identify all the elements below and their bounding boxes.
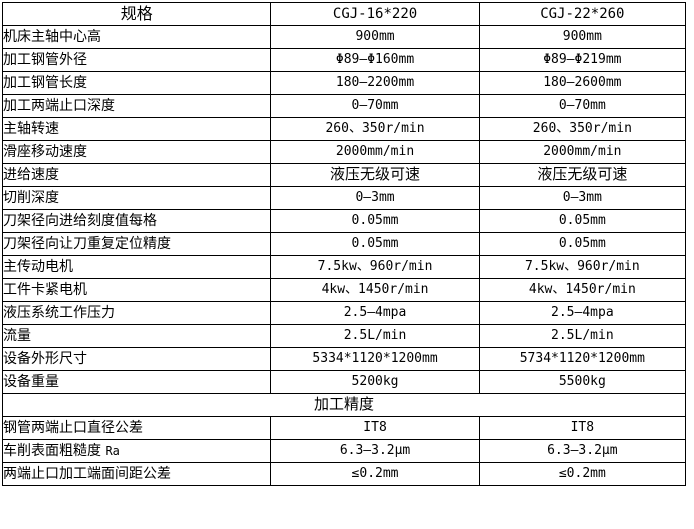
table-row: 切削深度 0—3mm 0—3mm (1, 186, 687, 210)
row-label-text: 钢管两端止口直径公差 (3, 419, 143, 436)
row-value-b: 0.05mm (478, 209, 687, 233)
row-label: 加工钢管长度 (1, 71, 272, 95)
section-header-row: 加工精度 (2, 393, 686, 417)
row-value-b: IT8 (478, 416, 687, 440)
row-label: 主传动电机 (1, 255, 272, 279)
row-label-suffix: Ra (105, 443, 120, 458)
header-model-b: CGJ-22*260 (478, 2, 687, 26)
table-row: 刀架径向进给刻度值每格 0.05mm 0.05mm (1, 209, 687, 233)
row-value-b: ≤0.2mm (478, 462, 687, 486)
row-label: 设备重量 (1, 370, 272, 394)
row-label: 刀架径向让刀重复定位精度 (1, 232, 272, 256)
table-body: 规格 CGJ-16*220 CGJ-22*260 机床主轴中心高 900mm 900… (1, 2, 687, 486)
row-value-a: 5200kg (270, 370, 480, 394)
row-value-a: 2.5L/min (270, 324, 480, 348)
row-label: 切削深度 (1, 186, 272, 210)
row-value-a: 6.3—3.2μm (270, 439, 480, 463)
row-value-a: 900mm (270, 25, 480, 49)
row-value-a: 0—3mm (270, 186, 480, 210)
row-value-a: 0.05mm (270, 209, 480, 233)
specification-table: 规格 CGJ-16*220 CGJ-22*260 机床主轴中心高 900mm 900… (1, 2, 687, 486)
row-value-b: 2000mm/min (478, 140, 687, 164)
row-value-b: 6.3—3.2μm (478, 439, 687, 463)
row-label: 工件卡紧电机 (1, 278, 272, 302)
row-label: 液压系统工作压力 (1, 301, 272, 325)
row-value-b: 5734*1120*1200mm (478, 347, 687, 371)
table-row: 进给速度 液压无级可速 液压无级可速 (1, 163, 687, 187)
section-title: 加工精度 (2, 393, 686, 417)
row-label: 两端止口加工端面间距公差 (1, 462, 272, 486)
row-label: 滑座移动速度 (1, 140, 272, 164)
row-value-b: 0—3mm (478, 186, 687, 210)
row-value-b: 180—2600mm (478, 71, 687, 95)
table-row: 主轴转速 260、350r/min 260、350r/min (1, 117, 687, 141)
row-value-b: 液压无级可速 (478, 163, 687, 187)
row-label: 设备外形尺寸 (1, 347, 272, 371)
row-value-a: 0.05mm (270, 232, 480, 256)
row-label-text: 两端止口加工端面间距公差 (3, 465, 171, 482)
table-row: 加工钢管长度 180—2200mm 180—2600mm (1, 71, 687, 95)
row-value-b: 900mm (478, 25, 687, 49)
row-label: 主轴转速 (1, 117, 272, 141)
table-row: 工件卡紧电机 4kw、1450r/min 4kw、1450r/min (1, 278, 687, 302)
row-value-a: 7.5kw、960r/min (270, 255, 480, 279)
row-value-a: 2.5—4mpa (270, 301, 480, 325)
row-label-text: 车削表面粗糙度 (3, 442, 101, 459)
row-value-b: 7.5kw、960r/min (478, 255, 687, 279)
row-value-a: 180—2200mm (270, 71, 480, 95)
table-row: 设备外形尺寸 5334*1120*1200mm 5734*1120*1200mm (1, 347, 687, 371)
table-row: 钢管两端止口直径公差 IT8 IT8 (1, 416, 687, 440)
row-value-b: 4kw、1450r/min (478, 278, 687, 302)
table-row: 车削表面粗糙度 Ra 6.3—3.2μm 6.3—3.2μm (1, 439, 687, 463)
header-model-a: CGJ-16*220 (270, 2, 480, 26)
table-row: 流量 2.5L/min 2.5L/min (1, 324, 687, 348)
row-label: 机床主轴中心高 (1, 25, 272, 49)
row-value-b: 0.05mm (478, 232, 687, 256)
row-value-a: 2000mm/min (270, 140, 480, 164)
row-value-a: ≤0.2mm (270, 462, 480, 486)
row-value-a: 260、350r/min (270, 117, 480, 141)
row-label: 加工钢管外径 (1, 48, 272, 72)
table-row: 液压系统工作压力 2.5—4mpa 2.5—4mpa (1, 301, 687, 325)
row-value-a: 液压无级可速 (270, 163, 480, 187)
table-row: 滑座移动速度 2000mm/min 2000mm/min (1, 140, 687, 164)
row-label: 车削表面粗糙度 Ra (1, 439, 272, 463)
row-label: 钢管两端止口直径公差 (1, 416, 272, 440)
row-value-b: 5500kg (478, 370, 687, 394)
row-value-a: Φ89—Φ160mm (270, 48, 480, 72)
table-row: 机床主轴中心高 900mm 900mm (1, 25, 687, 49)
header-spec-label: 规格 (1, 2, 272, 26)
table-row: 刀架径向让刀重复定位精度 0.05mm 0.05mm (1, 232, 687, 256)
row-label: 流量 (1, 324, 272, 348)
row-value-b: 2.5L/min (478, 324, 687, 348)
row-label: 加工两端止口深度 (1, 94, 272, 118)
row-value-a: 5334*1120*1200mm (270, 347, 480, 371)
table-header-row: 规格 CGJ-16*220 CGJ-22*260 (1, 2, 687, 26)
row-value-a: IT8 (270, 416, 480, 440)
row-value-a: 4kw、1450r/min (270, 278, 480, 302)
table-row: 主传动电机 7.5kw、960r/min 7.5kw、960r/min (1, 255, 687, 279)
table-row: 设备重量 5200kg 5500kg (1, 370, 687, 394)
row-label: 进给速度 (1, 163, 272, 187)
row-value-b: 260、350r/min (478, 117, 687, 141)
table-row: 加工两端止口深度 0—70mm 0—70mm (1, 94, 687, 118)
table-row: 加工钢管外径 Φ89—Φ160mm Φ89—Φ219mm (1, 48, 687, 72)
row-value-a: 0—70mm (270, 94, 480, 118)
row-value-b: 2.5—4mpa (478, 301, 687, 325)
row-value-b: 0—70mm (478, 94, 687, 118)
table-row: 两端止口加工端面间距公差 ≤0.2mm ≤0.2mm (1, 462, 687, 486)
row-label: 刀架径向进给刻度值每格 (1, 209, 272, 233)
row-value-b: Φ89—Φ219mm (478, 48, 687, 72)
